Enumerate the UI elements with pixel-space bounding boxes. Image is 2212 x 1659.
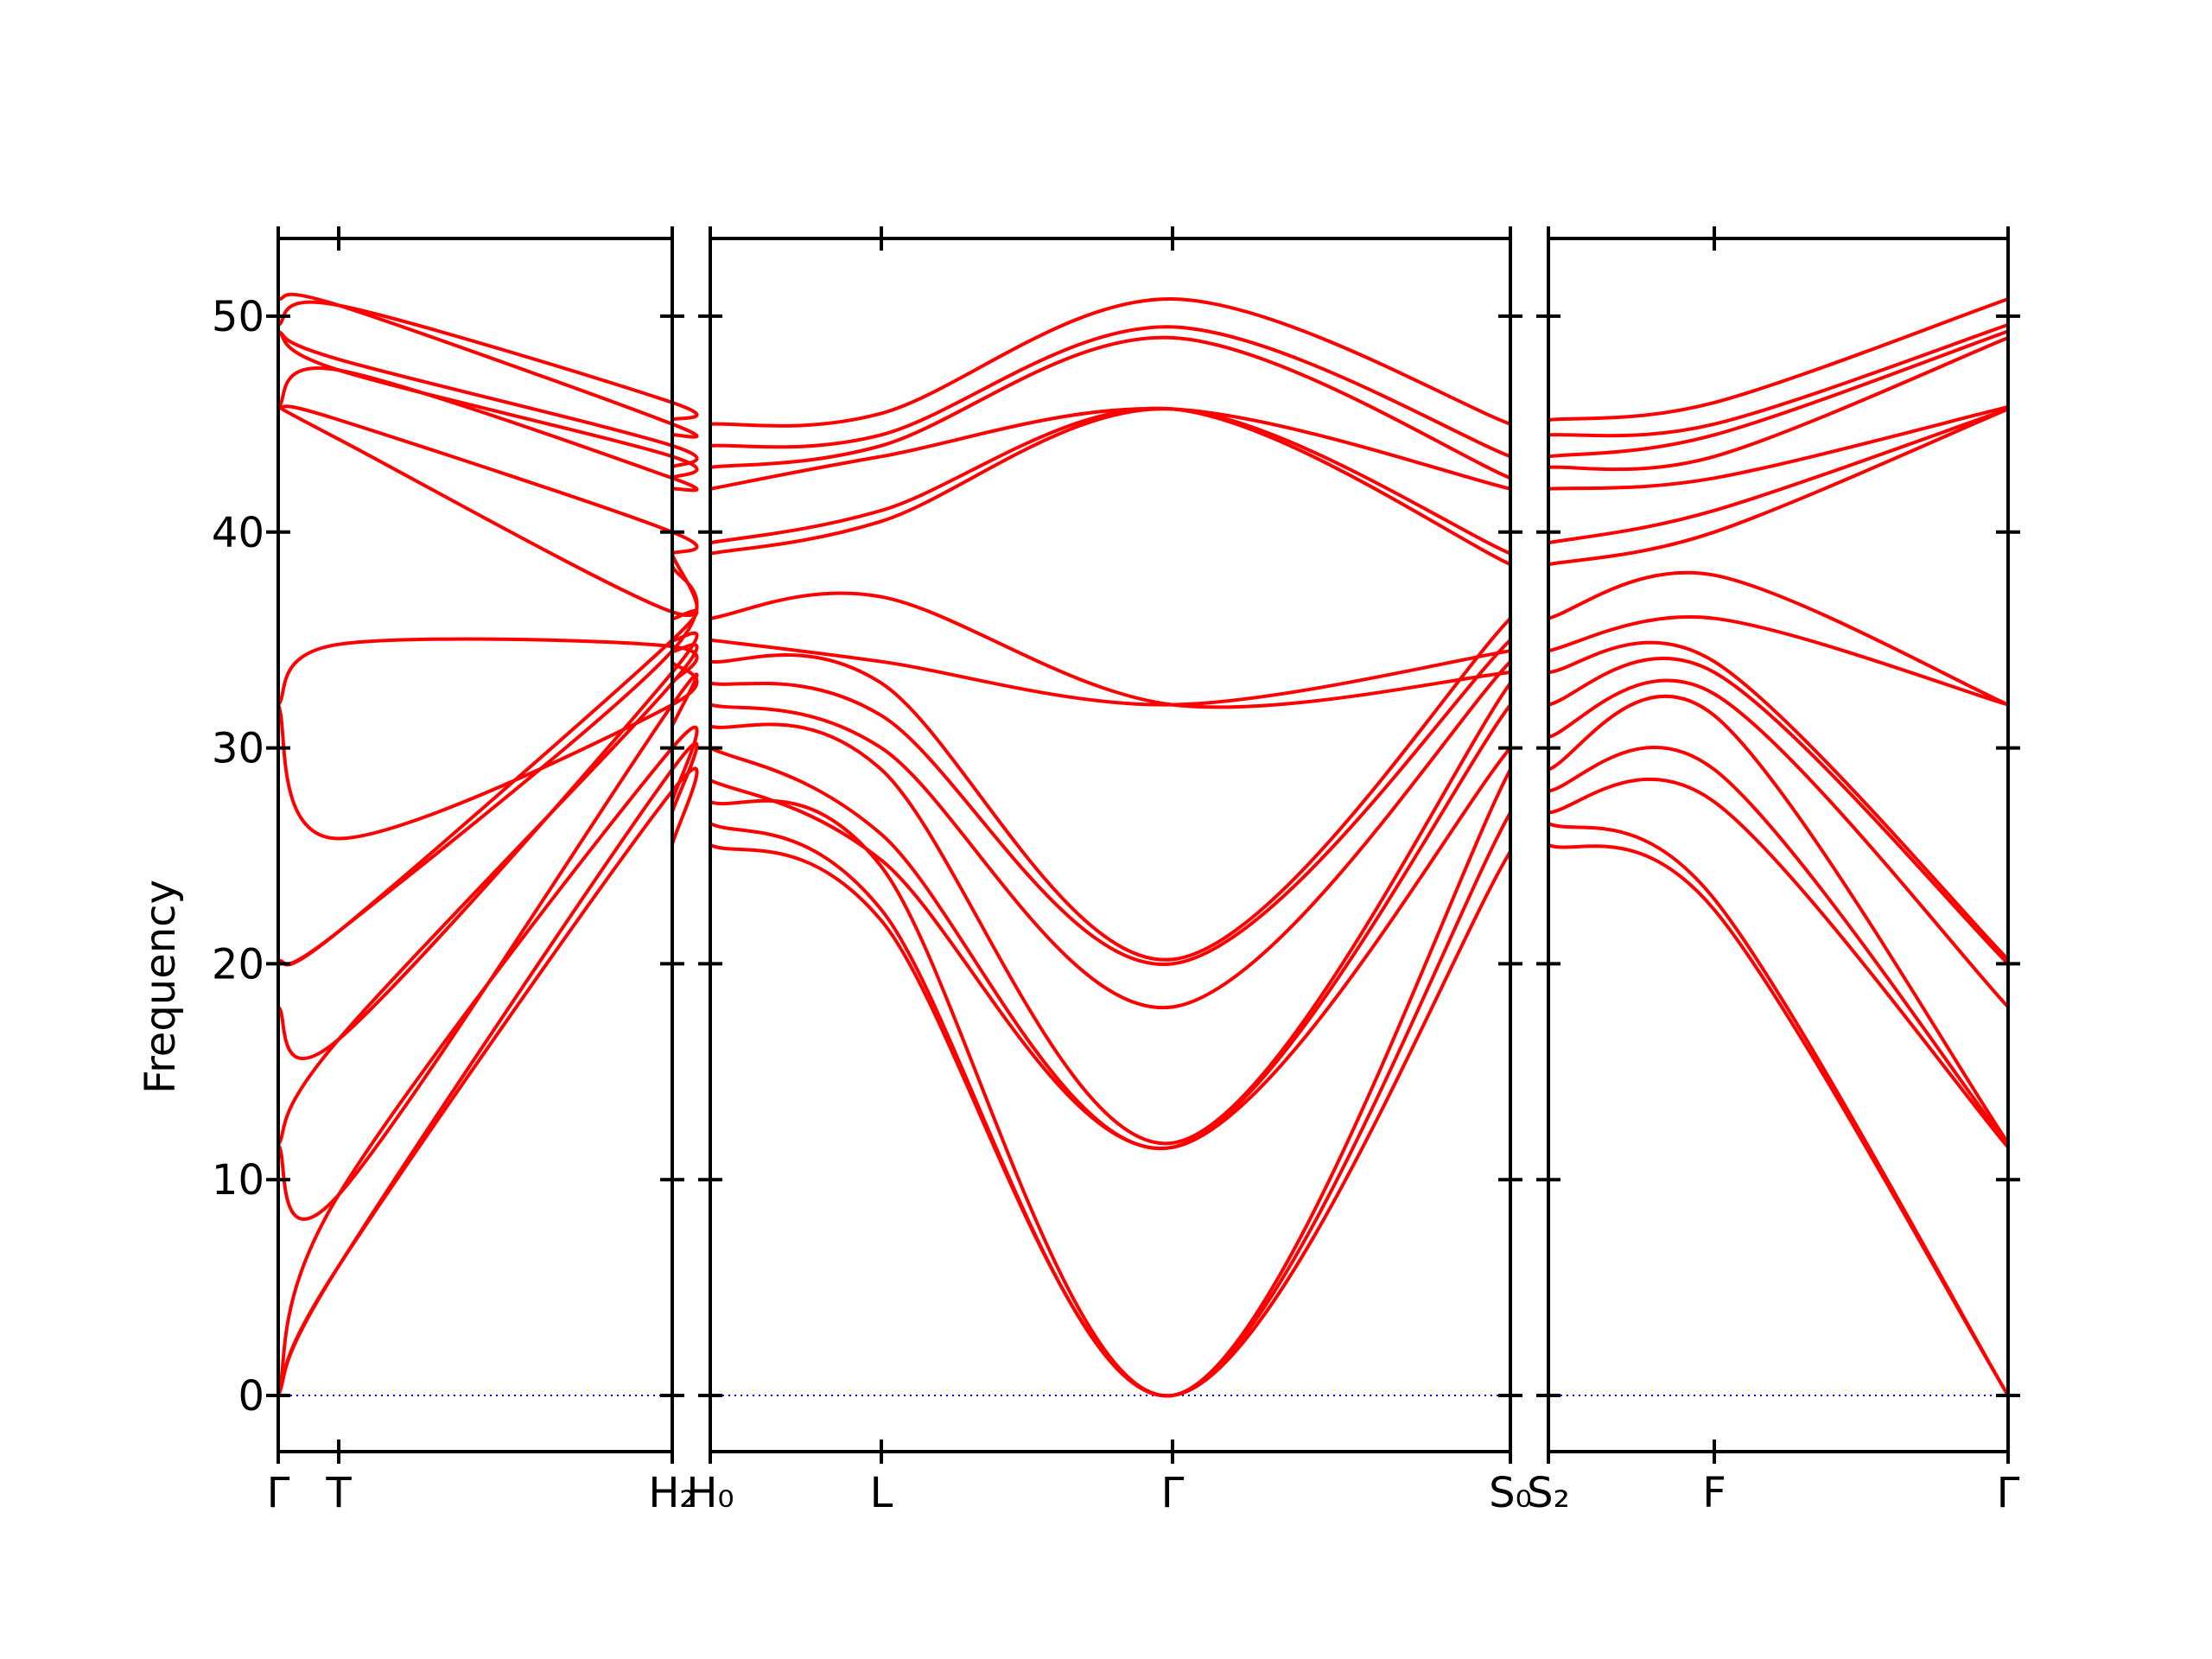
band-15	[1547, 329, 2010, 459]
y-tick-label: 0	[238, 1372, 264, 1421]
band-11	[709, 591, 1512, 709]
panel-1: Γ T H₂	[266, 226, 699, 1517]
panel-3: S₂ F Γ	[1527, 226, 2020, 1517]
band-8	[1547, 640, 2010, 962]
band-8	[709, 638, 1512, 966]
y-axis-title: Frequency	[137, 880, 185, 1094]
band-11	[276, 404, 699, 618]
band-3	[276, 725, 699, 1397]
band-13	[709, 406, 1512, 567]
band-1	[276, 766, 699, 1397]
band-14	[709, 406, 1512, 491]
y-tick-label: 20	[212, 940, 264, 988]
band-2	[1547, 822, 2010, 1397]
band-4	[276, 672, 699, 1221]
y-tick-label: 40	[212, 509, 264, 557]
band-6	[1547, 678, 2010, 1009]
band-4	[709, 746, 1512, 1150]
band-6	[276, 631, 699, 1060]
band-1	[709, 843, 1512, 1398]
band-15	[709, 335, 1512, 480]
band-10	[709, 638, 1512, 707]
band-12	[276, 404, 699, 556]
x-tick-label: Γ	[1161, 1469, 1185, 1517]
band-17	[709, 296, 1512, 428]
x-tick-label: L	[870, 1469, 893, 1517]
band-9	[276, 659, 699, 841]
band-14	[276, 329, 699, 480]
x-tick-label: H₂	[648, 1469, 696, 1517]
band-9	[1547, 615, 2010, 707]
band-16	[709, 325, 1512, 459]
band-7	[709, 659, 1512, 1010]
band-5	[1547, 694, 2010, 1145]
panel-2: H₀ L Γ S₀	[686, 226, 1532, 1517]
band-5	[709, 702, 1512, 1151]
y-tick-label: 30	[212, 725, 264, 773]
x-tick-label: S₂	[1527, 1469, 1570, 1517]
band-4	[1547, 746, 2010, 1147]
band-11	[1547, 407, 2010, 567]
band-14	[1547, 335, 2010, 472]
x-tick-label: F	[1702, 1469, 1726, 1517]
band-7	[276, 608, 699, 967]
x-tick-label: Γ	[267, 1469, 290, 1517]
band-6	[709, 681, 1512, 1146]
y-tick-label: 10	[212, 1156, 264, 1205]
band-2	[276, 741, 699, 1397]
x-tick-label: S₀	[1489, 1469, 1532, 1517]
panel-frame	[1547, 237, 2010, 1453]
band-3	[1547, 777, 2010, 1149]
band-10	[276, 637, 699, 707]
band-13	[276, 366, 699, 493]
band-2	[709, 810, 1512, 1398]
band-9	[709, 616, 1512, 962]
band-15	[276, 329, 699, 469]
x-tick-label: T	[325, 1469, 352, 1517]
x-tick-label: Γ	[1997, 1469, 2020, 1517]
band-16	[276, 292, 699, 439]
band-5	[276, 643, 699, 1147]
band-12	[1547, 407, 2010, 545]
band-13	[1547, 404, 2010, 491]
panel-frame	[709, 237, 1512, 1453]
y-tick-label: 50	[212, 293, 264, 341]
band-10	[1547, 570, 2010, 707]
panel-frame	[276, 237, 674, 1453]
x-tick-label: H₀	[686, 1469, 734, 1517]
band-7	[1547, 657, 2010, 966]
band-16	[1547, 322, 2010, 438]
band-17	[1547, 297, 2010, 422]
band-3	[709, 767, 1512, 1398]
band-12	[709, 407, 1512, 556]
band-17	[276, 300, 699, 422]
